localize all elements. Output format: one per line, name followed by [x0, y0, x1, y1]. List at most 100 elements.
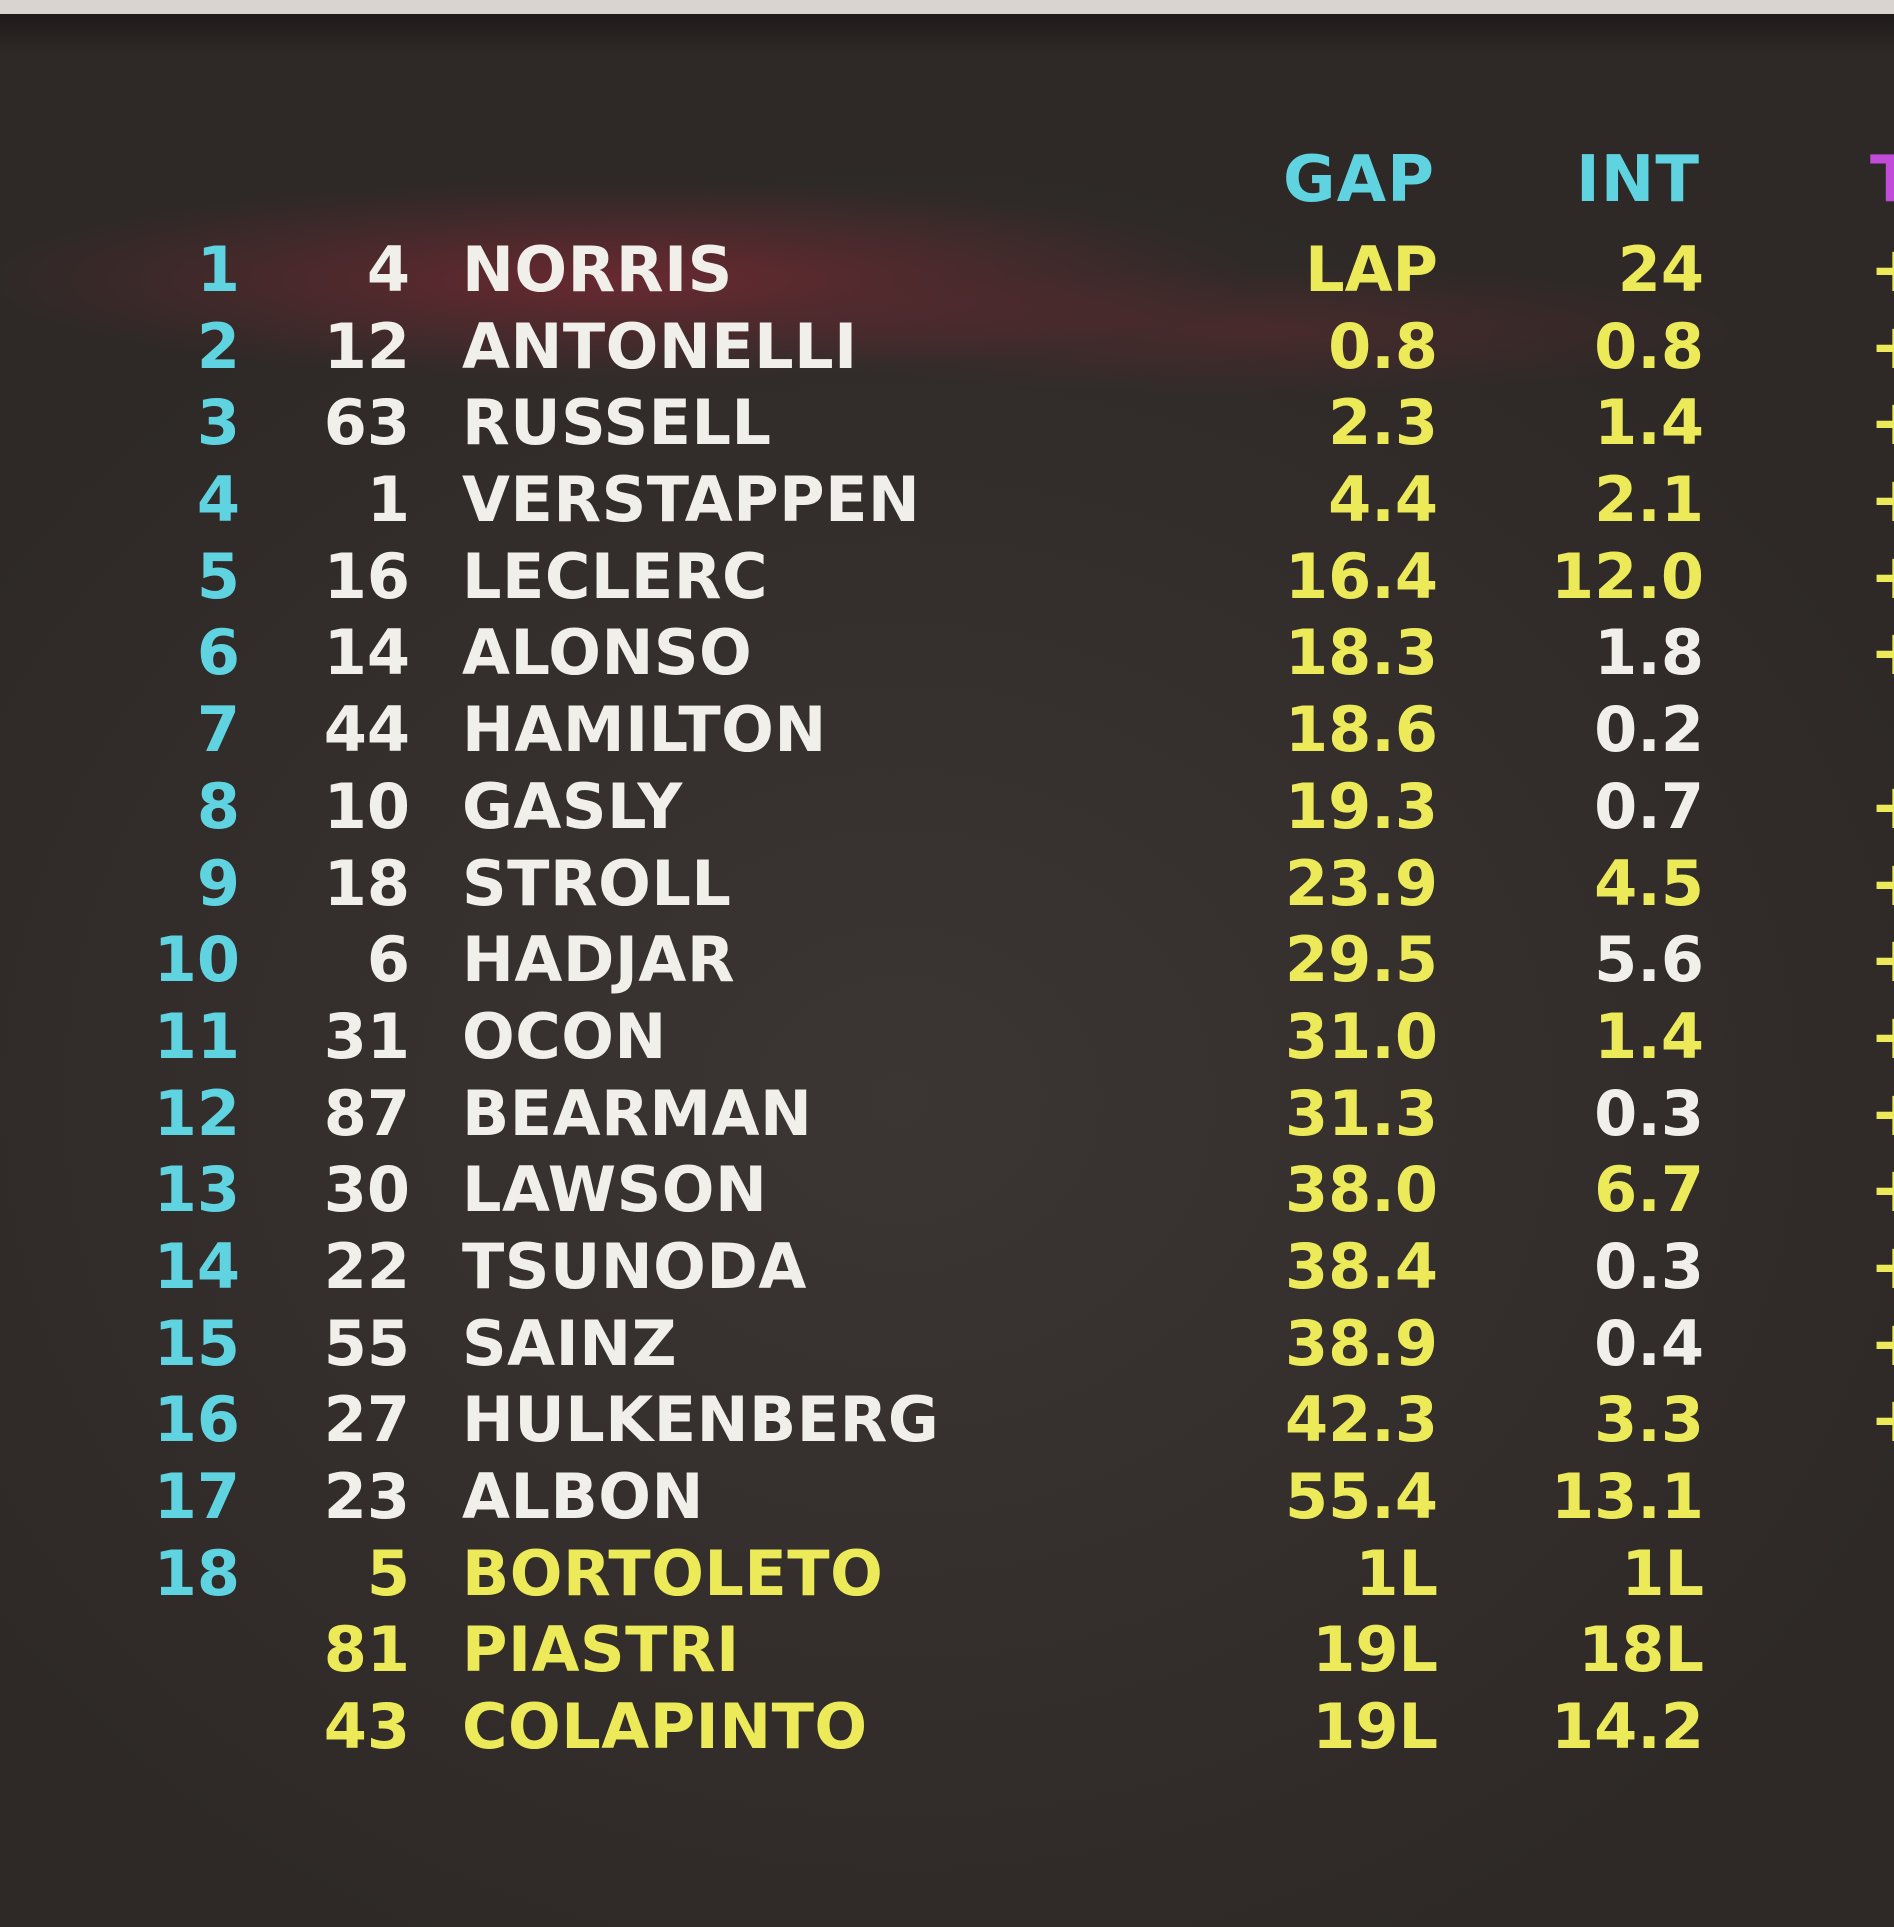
- gap-value: 2.3: [1328, 386, 1438, 460]
- timing-row: 43 COLAPINTO 19L 14.2: [0, 1689, 1894, 1766]
- timing-row: 9 18 STROLL 23.9 4.5 +: [0, 846, 1894, 923]
- driver-name: HAMILTON: [462, 693, 827, 767]
- gap-value: 0.8: [1328, 309, 1438, 383]
- timing-row: 15 55 SAINZ 38.9 0.4 +: [0, 1306, 1894, 1383]
- cut-off-column-value: +: [1870, 539, 1894, 616]
- interval-value: 0.3: [1594, 1229, 1704, 1303]
- position: 8: [196, 769, 240, 843]
- driver-name: NORRIS: [462, 233, 733, 306]
- driver-name: VERSTAPPEN: [462, 463, 921, 537]
- driver-name: BEARMAN: [462, 1076, 813, 1150]
- driver-name: HADJAR: [462, 923, 736, 997]
- timing-row: 11 31 OCON 31.0 1.4 +: [0, 999, 1894, 1076]
- interval-value: 0.8: [1594, 309, 1704, 383]
- driver-name: GASLY: [462, 769, 683, 843]
- interval-value: 1.4: [1594, 386, 1704, 460]
- interval-value: 1L: [1621, 1536, 1704, 1610]
- driver-name: ALONSO: [462, 616, 753, 690]
- timing-row: 3 63 RUSSELL 2.3 1.4 +: [0, 385, 1894, 462]
- position: 3: [196, 386, 240, 460]
- car-number: 44: [323, 693, 410, 767]
- gap-value: 31.0: [1285, 999, 1438, 1073]
- driver-name: RUSSELL: [462, 386, 772, 460]
- cut-off-column-value: [1870, 1689, 1894, 1766]
- position: 6: [196, 616, 240, 690]
- interval-value: 24: [1617, 233, 1704, 306]
- position: 4: [196, 463, 240, 537]
- header-cut-off-column: T: [1870, 143, 1894, 217]
- car-number: 31: [323, 999, 410, 1073]
- gap-value: 31.3: [1285, 1076, 1438, 1150]
- car-number: 22: [323, 1229, 410, 1303]
- car-number: 27: [323, 1383, 410, 1457]
- interval-value: 18L: [1578, 1613, 1704, 1687]
- gap-value: 18.3: [1285, 616, 1438, 690]
- gap-value: 38.9: [1285, 1306, 1438, 1380]
- driver-name: STROLL: [462, 846, 732, 920]
- position: 15: [153, 1306, 240, 1380]
- timing-row: 14 22 TSUNODA 38.4 0.3 +: [0, 1229, 1894, 1306]
- car-number: 18: [323, 846, 410, 920]
- interval-value: 0.2: [1594, 693, 1704, 767]
- driver-name: LAWSON: [462, 1153, 768, 1227]
- driver-name: ANTONELLI: [462, 309, 858, 383]
- gap-value: 1L: [1355, 1536, 1438, 1610]
- cut-off-column-value: +: [1870, 1076, 1894, 1153]
- timing-row: 4 1 VERSTAPPEN 4.4 2.1 +: [0, 462, 1894, 539]
- timing-row: 17 23 ALBON 55.4 13.1: [0, 1459, 1894, 1536]
- position: 9: [196, 846, 240, 920]
- gap-value: 16.4: [1285, 539, 1438, 613]
- timing-row: 1 4 NORRIS LAP 24 +: [0, 232, 1894, 309]
- car-number: 6: [366, 923, 410, 997]
- cut-off-column-value: +: [1870, 769, 1894, 846]
- cut-off-column-value: +: [1870, 1382, 1894, 1459]
- driver-name: COLAPINTO: [462, 1690, 868, 1764]
- cut-off-column-value: +: [1870, 462, 1894, 539]
- cut-off-column-value: +: [1870, 1306, 1894, 1383]
- interval-value: 0.7: [1594, 769, 1704, 843]
- interval-value: 5.6: [1594, 923, 1704, 997]
- interval-value: 0.4: [1594, 1306, 1704, 1380]
- cut-off-column-value: +: [1870, 309, 1894, 386]
- gap-value: 19.3: [1285, 769, 1438, 843]
- car-number: 23: [323, 1460, 410, 1533]
- cut-off-column-value: [1870, 1459, 1894, 1536]
- car-number: 16: [323, 539, 410, 613]
- cut-off-column-value: +: [1870, 615, 1894, 692]
- gap-value: 55.4: [1285, 1460, 1438, 1533]
- cut-off-column-value: +: [1870, 232, 1894, 309]
- cut-off-column-value: +: [1870, 922, 1894, 999]
- position: 10: [153, 923, 240, 997]
- gap-value: 23.9: [1285, 846, 1438, 920]
- timing-row: 2 12 ANTONELLI 0.8 0.8 +: [0, 309, 1894, 386]
- gap-value: LAP: [1305, 233, 1438, 306]
- cut-off-column-value: +: [1870, 999, 1894, 1076]
- position: 14: [153, 1229, 240, 1303]
- driver-name: BORTOLETO: [462, 1536, 884, 1610]
- driver-name: HULKENBERG: [462, 1383, 940, 1457]
- position: 12: [153, 1076, 240, 1150]
- interval-value: 14.2: [1551, 1690, 1704, 1764]
- interval-value: 13.1: [1551, 1460, 1704, 1533]
- car-number: 30: [323, 1153, 410, 1227]
- gap-value: 4.4: [1328, 463, 1438, 537]
- cut-off-column-value: [1870, 692, 1894, 769]
- gap-value: 38.0: [1285, 1153, 1438, 1227]
- gap-value: 42.3: [1285, 1383, 1438, 1457]
- timing-row: 10 6 HADJAR 29.5 5.6 +: [0, 922, 1894, 999]
- gap-value: 38.4: [1285, 1229, 1438, 1303]
- interval-value: 0.3: [1594, 1076, 1704, 1150]
- driver-name: SAINZ: [462, 1306, 678, 1380]
- position: 13: [153, 1153, 240, 1227]
- timing-row: 5 16 LECLERC 16.4 12.0 +: [0, 539, 1894, 616]
- position: 18: [153, 1536, 240, 1610]
- position: 2: [196, 309, 240, 383]
- position: 11: [153, 999, 240, 1073]
- interval-value: 2.1: [1594, 463, 1704, 537]
- interval-value: 4.5: [1594, 846, 1704, 920]
- timing-row: 12 87 BEARMAN 31.3 0.3 +: [0, 1076, 1894, 1153]
- interval-value: 12.0: [1551, 539, 1704, 613]
- car-number: 87: [323, 1076, 410, 1150]
- driver-name: LECLERC: [462, 539, 768, 613]
